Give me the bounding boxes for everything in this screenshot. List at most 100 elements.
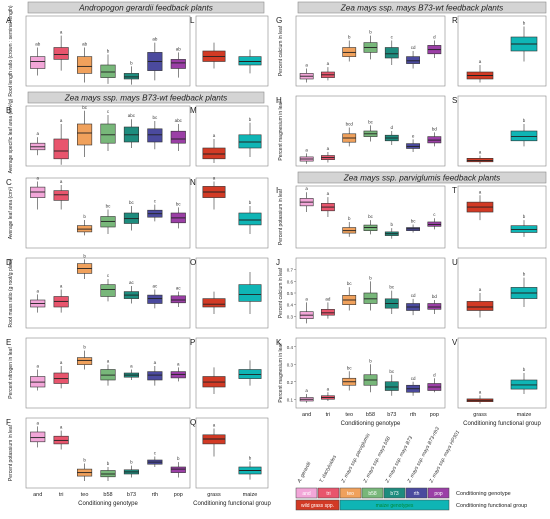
legend-swatch-grass [295, 499, 340, 511]
y-axis-label: Root mass ratio (g root/g plant) [8, 258, 14, 327]
x-tick-label: rth [152, 492, 158, 498]
panel-frame [295, 95, 446, 167]
sig-letter: d [433, 35, 436, 40]
x-tick-label: teo [81, 492, 89, 498]
sig-letter: e [412, 133, 415, 138]
sig-letter: a [213, 176, 216, 181]
x-tick-label: teo [345, 412, 353, 418]
banner-box [297, 171, 547, 184]
legend-code: and [302, 491, 311, 497]
sig-letter: bc [106, 204, 112, 209]
sig-letter: a [305, 296, 308, 301]
sig-letter: a [154, 360, 157, 365]
panel-letter: B [6, 106, 11, 115]
sig-letter: bd [432, 294, 438, 299]
legend-code: rth [414, 491, 420, 497]
sig-letter: bc [411, 218, 417, 223]
sig-letter: b [249, 200, 252, 205]
y-tick-label: 0.5 [287, 291, 294, 296]
legend-group-label: maize genotypes [376, 503, 414, 509]
sig-letter: bcd [346, 122, 354, 127]
y-axis-label: Percent potassium in leaf [8, 424, 14, 481]
x-axis-title: Conditioning genotype [78, 501, 138, 507]
sig-letter: ab [82, 42, 88, 47]
sig-letter: a [327, 386, 330, 391]
box-grass [202, 298, 226, 308]
sig-letter: a [305, 63, 308, 68]
x-tick-label: maize [517, 412, 532, 418]
box-rth [406, 56, 420, 64]
sig-letter: a [327, 146, 330, 151]
x-axis-title: Conditioning functional group [193, 501, 271, 507]
panel-letter: C [6, 178, 12, 187]
sig-letter: a [305, 388, 308, 393]
legend: A. gerardii T. dactyloides Z. mays ssp. pa… [295, 426, 527, 511]
banner-box [27, 91, 265, 104]
sig-letter: b [523, 367, 526, 372]
sig-letter: b [130, 60, 133, 65]
sig-letter: bc [347, 281, 353, 286]
sig-letter: bc [152, 115, 158, 120]
y-tick-label: 0.3 [287, 314, 294, 319]
panel-R: Ra b [452, 15, 547, 87]
sig-letter: a [60, 284, 63, 289]
x-tick-label: b58 [103, 492, 112, 498]
sig-letter: bc [176, 201, 182, 206]
x-tick-label: rth [410, 412, 416, 418]
sig-letter: a [327, 191, 330, 196]
panel-I: I Percent potassium in leaf a a b bc b bc c [276, 185, 446, 249]
sig-letter: b [83, 458, 86, 463]
sig-letter: a [36, 131, 39, 136]
sig-letter: ad [325, 296, 331, 301]
box-maize [238, 212, 262, 226]
sig-letter: d [391, 125, 394, 130]
sig-letter: abc [128, 113, 136, 118]
panel-L: L [190, 15, 269, 87]
banner-box [27, 1, 265, 14]
sig-letter: bc [129, 200, 135, 205]
sig-letter: bc [368, 214, 374, 219]
sig-letter: bc [347, 365, 353, 370]
x-tick-label: b58 [366, 412, 375, 418]
sig-letter: ab [152, 37, 158, 42]
box-b73 [384, 381, 399, 391]
y-axis-label: Percent potassium in leaf [278, 188, 284, 245]
box-rth [147, 294, 163, 304]
panel-frame [25, 15, 191, 87]
sig-letter: b [249, 455, 252, 460]
panel-O: O [190, 257, 269, 329]
box-maize [510, 130, 538, 142]
legend-swatch-and [295, 487, 318, 499]
box-pop [170, 295, 186, 304]
panel-frame [195, 257, 269, 329]
sig-letter: b [83, 253, 86, 258]
sig-letter: a [479, 389, 482, 394]
y-axis-label: Percent magnesium in leaf [278, 343, 284, 403]
panel-frame [295, 185, 446, 249]
sig-letter: a [36, 420, 39, 425]
x-tick-label: grass [207, 492, 221, 498]
legend-swatch-b73 [383, 487, 406, 499]
sig-letter: bd [432, 126, 438, 131]
sig-letter: b [523, 272, 526, 277]
banner-title: Andropogon gerardii feedback plants [78, 4, 213, 13]
legend-swatch-teo [339, 487, 362, 499]
x-tick-label: grass [473, 412, 487, 418]
panel-letter: D [6, 258, 12, 267]
sig-letter: b [83, 214, 86, 219]
box-pop [170, 130, 186, 144]
sig-letter: ab [35, 42, 41, 47]
y-axis-label: Percent calcium in leaf [278, 267, 284, 318]
box-pop [170, 466, 186, 473]
x-tick-label: tri [326, 412, 331, 418]
sig-letter: b [348, 216, 351, 221]
legend-genotype-row-label: Conditioning genotype [456, 491, 511, 497]
sig-letter: a [36, 288, 39, 293]
panel-S: Sa b [452, 95, 547, 167]
